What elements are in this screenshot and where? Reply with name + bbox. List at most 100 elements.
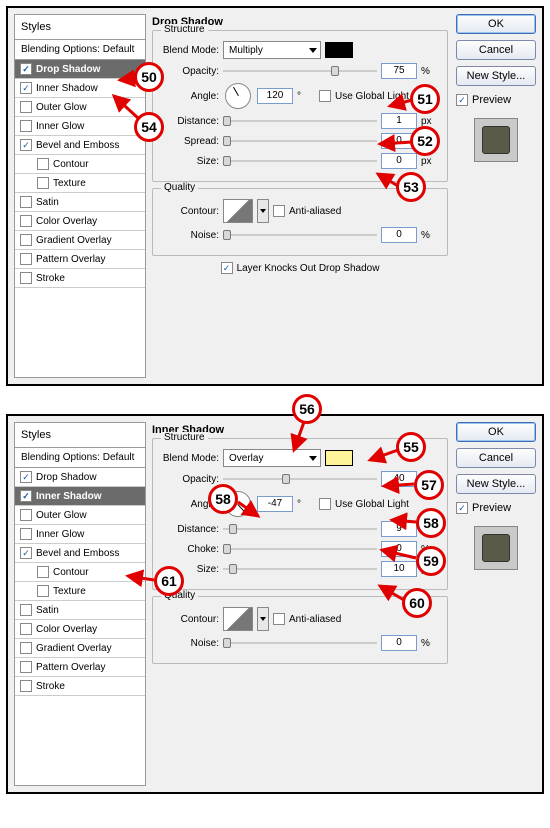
style-drop-shadow[interactable]: Drop Shadow	[15, 468, 145, 487]
checkbox-icon[interactable]	[20, 215, 32, 227]
ok-button[interactable]: OK	[456, 422, 536, 442]
blend-mode-dropdown[interactable]: Overlay	[223, 449, 321, 467]
preview-checkbox-row[interactable]: Preview	[456, 502, 536, 514]
contour-dropdown-button[interactable]	[257, 607, 269, 631]
blend-mode-dropdown[interactable]: Multiply	[223, 41, 321, 59]
checkbox-icon[interactable]	[37, 177, 49, 189]
checkbox-icon[interactable]	[37, 158, 49, 170]
style-color-overlay[interactable]: Color Overlay	[15, 620, 145, 639]
checkbox-icon[interactable]	[20, 547, 32, 559]
distance-value[interactable]: 9	[381, 521, 417, 537]
style-inner-shadow[interactable]: Inner Shadow	[15, 487, 145, 506]
cancel-button[interactable]: Cancel	[456, 448, 536, 468]
style-satin[interactable]: Satin	[15, 601, 145, 620]
checkbox-icon[interactable]	[20, 490, 32, 502]
size-value[interactable]: 10	[381, 561, 417, 577]
style-stroke[interactable]: Stroke	[15, 269, 145, 288]
checkbox-icon[interactable]	[20, 471, 32, 483]
checkbox-icon[interactable]	[20, 120, 32, 132]
choke-slider[interactable]	[223, 542, 377, 556]
checkbox-icon[interactable]	[20, 196, 32, 208]
contour-dropdown-button[interactable]	[257, 199, 269, 223]
preview-checkbox[interactable]	[456, 502, 468, 514]
size-slider[interactable]	[223, 562, 377, 576]
distance-slider[interactable]	[223, 522, 377, 536]
checkbox-icon[interactable]	[37, 566, 49, 578]
checkbox-icon[interactable]	[37, 585, 49, 597]
style-texture[interactable]: Texture	[15, 582, 145, 601]
style-contour[interactable]: Contour	[15, 563, 145, 582]
checkbox-icon[interactable]	[20, 509, 32, 521]
checkbox-icon[interactable]	[20, 139, 32, 151]
distance-slider[interactable]	[223, 114, 377, 128]
angle-value[interactable]: -47	[257, 496, 293, 512]
style-gradient-overlay[interactable]: Gradient Overlay	[15, 639, 145, 658]
style-pattern-overlay[interactable]: Pattern Overlay	[15, 658, 145, 677]
ok-button[interactable]: OK	[456, 14, 536, 34]
checkbox-icon[interactable]	[20, 82, 32, 94]
style-inner-glow[interactable]: Inner Glow	[15, 525, 145, 544]
opacity-value[interactable]: 40	[381, 471, 417, 487]
knocks-checkbox[interactable]	[221, 262, 233, 274]
distance-value[interactable]: 1	[381, 113, 417, 129]
spread-slider[interactable]	[223, 134, 377, 148]
checkbox-icon[interactable]	[20, 528, 32, 540]
angle-dial[interactable]	[225, 83, 251, 109]
choke-value[interactable]: 0	[381, 541, 417, 557]
size-value[interactable]: 0	[381, 153, 417, 169]
style-inner-shadow[interactable]: Inner Shadow	[15, 79, 145, 98]
new-style-button[interactable]: New Style...	[456, 66, 536, 86]
checkbox-icon[interactable]	[20, 661, 32, 673]
checkbox-icon[interactable]	[20, 234, 32, 246]
checkbox-icon[interactable]	[20, 101, 32, 113]
style-inner-glow[interactable]: Inner Glow	[15, 117, 145, 136]
shadow-color-swatch[interactable]	[325, 450, 353, 466]
style-label: Texture	[53, 178, 86, 189]
style-bevel-emboss[interactable]: Bevel and Emboss	[15, 544, 145, 563]
blending-options-row[interactable]: Blending Options: Default	[15, 40, 145, 60]
use-global-light-checkbox[interactable]	[319, 90, 331, 102]
style-gradient-overlay[interactable]: Gradient Overlay	[15, 231, 145, 250]
checkbox-icon[interactable]	[20, 623, 32, 635]
cancel-button[interactable]: Cancel	[456, 40, 536, 60]
style-color-overlay[interactable]: Color Overlay	[15, 212, 145, 231]
style-contour[interactable]: Contour	[15, 155, 145, 174]
noise-slider[interactable]	[223, 636, 377, 650]
style-pattern-overlay[interactable]: Pattern Overlay	[15, 250, 145, 269]
style-satin[interactable]: Satin	[15, 193, 145, 212]
contour-preview[interactable]	[223, 607, 253, 631]
checkbox-icon[interactable]	[20, 604, 32, 616]
callout-53: 53	[396, 172, 426, 202]
checkbox-icon[interactable]	[20, 680, 32, 692]
contour-preview[interactable]	[223, 199, 253, 223]
checkbox-icon[interactable]	[20, 63, 32, 75]
use-global-light-checkbox[interactable]	[319, 498, 331, 510]
styles-panel: Styles Blending Options: Default Drop Sh…	[14, 422, 146, 786]
antialias-checkbox[interactable]	[273, 205, 285, 217]
style-outer-glow[interactable]: Outer Glow	[15, 506, 145, 525]
checkbox-icon[interactable]	[20, 272, 32, 284]
style-texture[interactable]: Texture	[15, 174, 145, 193]
preview-checkbox-row[interactable]: Preview	[456, 94, 536, 106]
opacity-slider[interactable]	[223, 472, 377, 486]
preview-checkbox[interactable]	[456, 94, 468, 106]
angle-value[interactable]: 120	[257, 88, 293, 104]
style-outer-glow[interactable]: Outer Glow	[15, 98, 145, 117]
noise-value[interactable]: 0	[381, 635, 417, 651]
shadow-color-swatch[interactable]	[325, 42, 353, 58]
checkbox-icon[interactable]	[20, 253, 32, 265]
size-slider[interactable]	[223, 154, 377, 168]
style-drop-shadow[interactable]: Drop Shadow	[15, 60, 145, 79]
blending-options-row[interactable]: Blending Options: Default	[15, 448, 145, 468]
opacity-value[interactable]: 75	[381, 63, 417, 79]
opacity-slider[interactable]	[223, 64, 377, 78]
noise-value[interactable]: 0	[381, 227, 417, 243]
checkbox-icon[interactable]	[20, 642, 32, 654]
style-stroke[interactable]: Stroke	[15, 677, 145, 696]
contour-row: Contour: Anti-aliased	[161, 607, 439, 631]
noise-slider[interactable]	[223, 228, 377, 242]
style-bevel-emboss[interactable]: Bevel and Emboss	[15, 136, 145, 155]
preview-swatch	[474, 526, 518, 570]
antialias-checkbox[interactable]	[273, 613, 285, 625]
new-style-button[interactable]: New Style...	[456, 474, 536, 494]
